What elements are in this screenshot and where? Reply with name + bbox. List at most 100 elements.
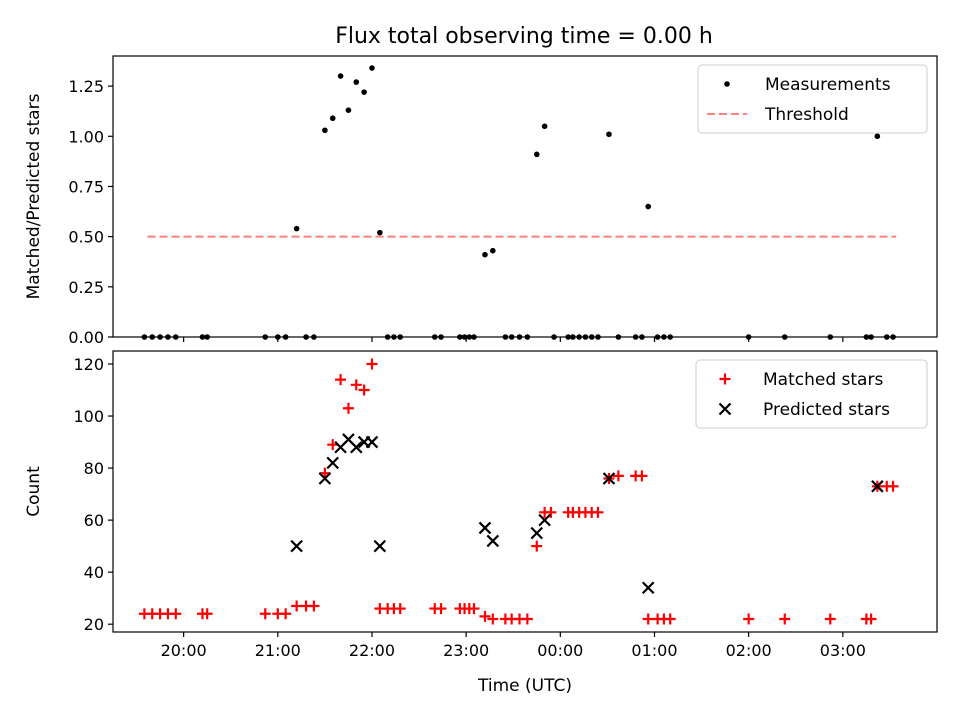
y-tick-label: 100 [73, 407, 104, 426]
matched-stars-point [479, 610, 491, 622]
matched-stars-point [259, 608, 271, 620]
measurement-point [165, 334, 171, 340]
measurement-point [502, 334, 509, 340]
axes-frame [112, 350, 938, 633]
measurement-point [508, 334, 515, 340]
matched-stars-point [487, 613, 499, 625]
measurement-point [781, 334, 788, 340]
legend-box [695, 359, 928, 429]
measurement-point [632, 334, 639, 340]
y-tick-label: 0.50 [68, 228, 104, 247]
matched-stars-point [170, 608, 182, 620]
measurement-point [141, 334, 148, 340]
measurement-point [397, 334, 404, 340]
measurement-point [533, 151, 540, 158]
matched-stars-point [468, 603, 480, 615]
measurement-point [391, 334, 397, 340]
measurement-point [827, 334, 834, 340]
measurement-point [199, 334, 206, 340]
measurement-point [329, 115, 336, 122]
measurement-point [516, 334, 523, 340]
measurement-point [615, 334, 622, 340]
measurement-point [582, 334, 589, 340]
y-tick-label: 40 [84, 563, 104, 582]
measurement-point [204, 334, 210, 340]
legend: Measurements Threshold [697, 64, 928, 134]
matched-stars-point [308, 600, 320, 612]
measurement-point [461, 334, 468, 340]
matched-stars-point [865, 613, 877, 625]
matched-stars-point [743, 613, 755, 625]
predicted-stars-point [602, 472, 616, 485]
measurement-point [293, 225, 300, 232]
predicted-stars-point [290, 539, 303, 553]
matched-stars-point [592, 506, 604, 518]
measurement-point [157, 334, 163, 340]
measurement-point [149, 334, 156, 340]
matched-stars-point [521, 613, 533, 625]
matched-stars-point [335, 374, 347, 386]
measurement-point [595, 334, 601, 340]
legend: Matched stars Predicted stars [695, 359, 928, 429]
predicted-stars-point [326, 456, 340, 470]
matched-stars-point [612, 470, 624, 482]
x-tick-label: 22:00 [349, 641, 395, 660]
matched-stars-point [291, 600, 303, 612]
y-tick-label: 0.00 [68, 328, 104, 347]
x-tick-label: 02:00 [726, 641, 772, 660]
predicted-stars-point [349, 440, 363, 454]
measurement-point [322, 127, 328, 134]
y-axis-label: Count [24, 466, 44, 517]
matched-stars-point [201, 608, 213, 620]
measurement-point [588, 334, 595, 340]
measurement-point [438, 334, 444, 340]
predicted-stars-point [641, 581, 655, 595]
measurement-point [384, 334, 391, 340]
y-tick-label: 80 [84, 459, 104, 478]
measurement-point [606, 131, 612, 138]
y-tick-label: 1.00 [68, 127, 104, 146]
measurement-point [172, 334, 179, 340]
y-tick-label: 120 [73, 355, 104, 374]
matched-stars-point [664, 613, 676, 625]
measurement-point [661, 334, 667, 340]
measurement-point [369, 65, 375, 71]
matched-stars-point [545, 506, 557, 518]
measurement-point [431, 334, 438, 340]
measurement-point [337, 73, 344, 79]
measurement-point [466, 334, 473, 340]
matched-stars-point [394, 603, 406, 615]
y-tick-label: 0.25 [68, 278, 104, 297]
measurement-point [565, 334, 571, 340]
x-tick-label: 20:00 [161, 641, 207, 660]
predicted-stars-point [538, 513, 551, 527]
predicted-stars-point [365, 435, 379, 449]
x-tick-label: 21:00 [255, 641, 301, 660]
measurement-point [345, 107, 352, 113]
matched-stars-point [636, 470, 648, 482]
matched-stars-point [531, 540, 543, 552]
matched-stars-point [824, 613, 836, 625]
measurement-point [457, 334, 463, 340]
predicted-stars-point [871, 480, 884, 493]
matched-stars-point [435, 603, 447, 615]
matched-stars-point [350, 379, 362, 391]
measurement-point [551, 334, 557, 340]
legend-measurement-swatch [724, 81, 730, 87]
measurement-point [645, 203, 652, 210]
measurement-point [883, 334, 890, 340]
legend-box [697, 64, 928, 134]
measurement-point [874, 133, 881, 140]
measurement-point [482, 251, 488, 258]
y-axis-label: Matched/Predicted stars [24, 93, 44, 299]
measurement-point [667, 334, 673, 340]
y-tick-label: 0.75 [68, 177, 104, 196]
measurement-point [311, 334, 317, 340]
x-tick-label: 01:00 [631, 641, 677, 660]
measurement-point [524, 334, 531, 340]
predicted-stars-point [486, 534, 500, 548]
predicted-stars-point [318, 472, 332, 485]
matched-stars-point [887, 480, 899, 492]
measurement-point [890, 334, 896, 340]
legend-label: Threshold [764, 105, 849, 125]
